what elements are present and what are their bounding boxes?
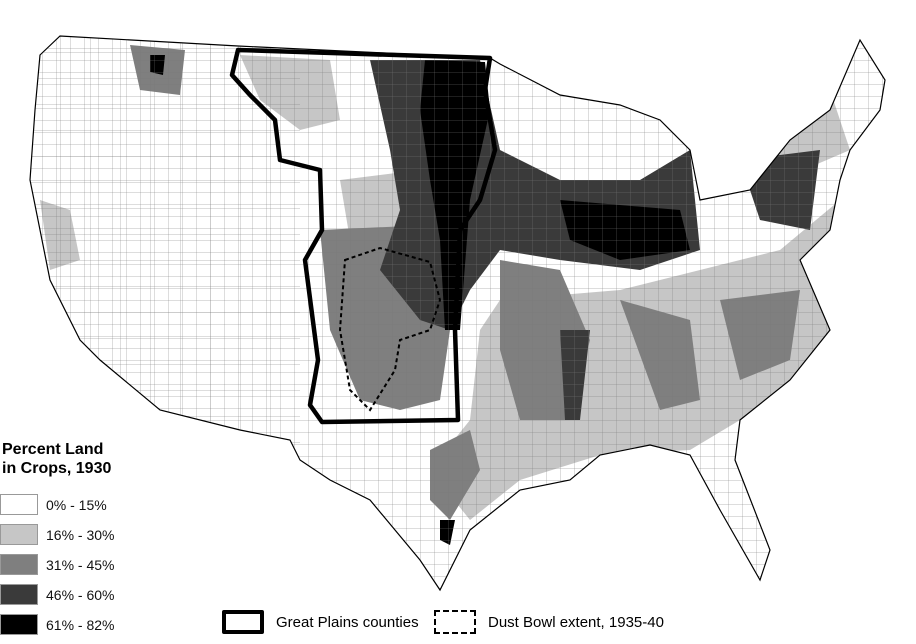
legend-label: 61% - 82% [46,616,115,633]
legend-title: Percent Land in Crops, 1930 [2,440,111,478]
great-plains-outline [229,47,498,425]
great-plains-label: Great Plains counties [276,613,419,631]
legend-item: 16% - 30% [0,524,114,545]
dust-bowl-outline [338,246,442,412]
legend-swatch [0,494,38,515]
legend-swatch [0,584,38,605]
legend-label: 31% - 45% [46,556,115,573]
dust-bowl-label: Dust Bowl extent, 1935-40 [488,613,664,631]
legend-item: 31% - 45% [0,554,114,575]
dust-bowl-swatch [434,610,476,634]
legend-title-line2: in Crops, 1930 [2,460,112,477]
legend-label: 16% - 30% [46,526,115,543]
legend-label: 46% - 60% [46,586,115,603]
legend-swatch [0,554,38,575]
legend-item: 46% - 60% [0,584,114,605]
legend-swatch [0,524,38,545]
legend-title-line1: Percent Land [2,441,104,458]
legend-label: 0% - 15% [46,496,107,513]
great-plains-legend: Great Plains counties [222,610,419,634]
legend-swatch [0,614,38,635]
great-plains-swatch [222,610,264,634]
legend-item: 0% - 15% [0,494,107,515]
dust-bowl-legend: Dust Bowl extent, 1935-40 [434,610,664,634]
legend-item: 61% - 82% [0,614,114,635]
